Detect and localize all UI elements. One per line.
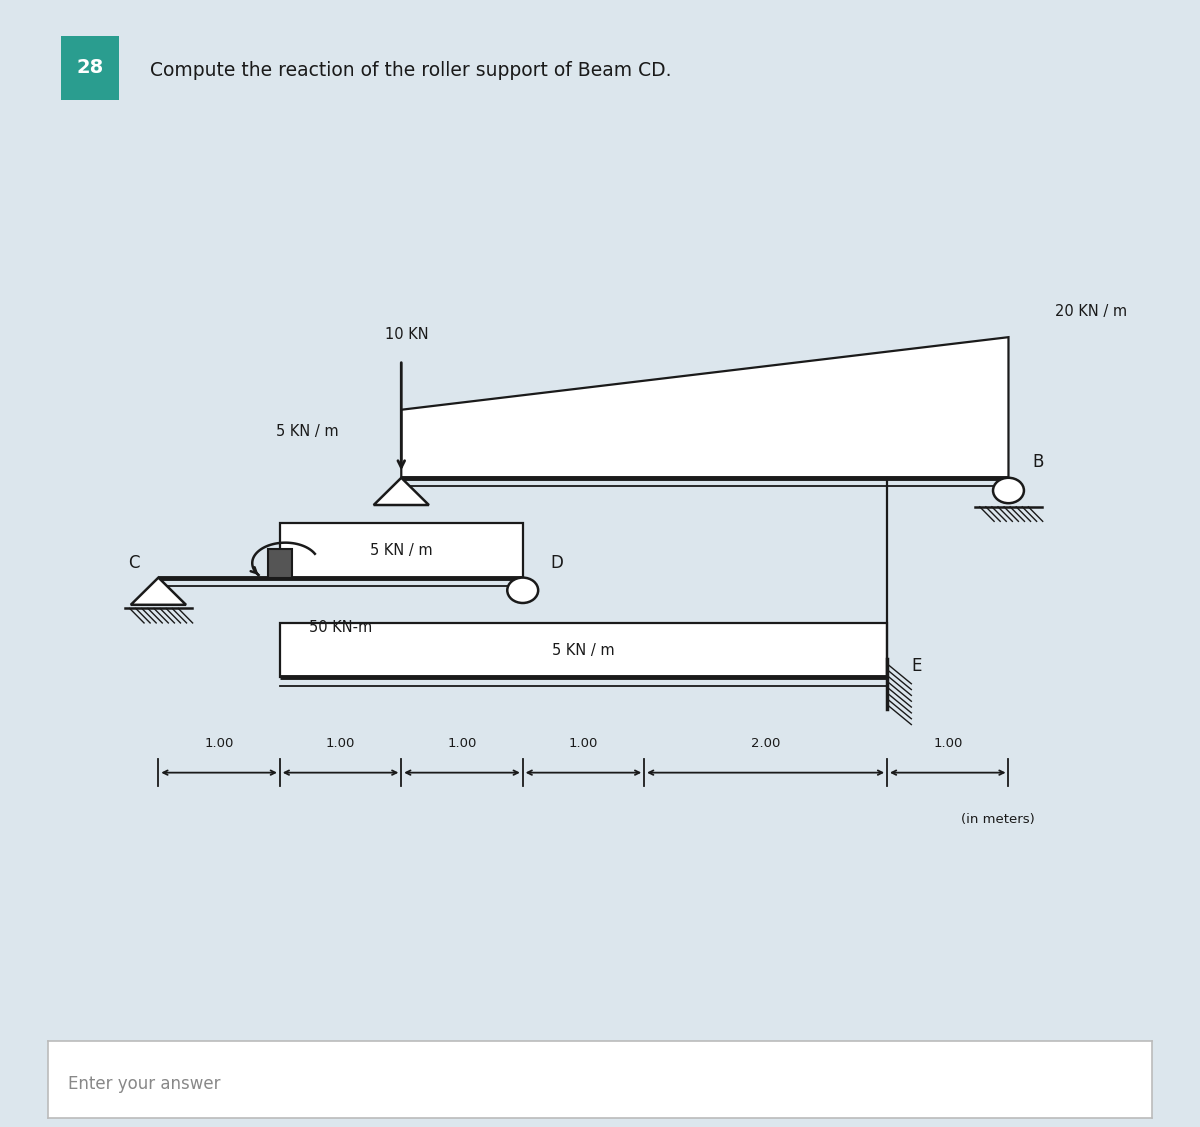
Text: 1.00: 1.00 [569, 737, 598, 749]
Polygon shape [280, 623, 887, 677]
FancyBboxPatch shape [61, 36, 119, 100]
FancyBboxPatch shape [268, 549, 292, 577]
Text: 1.00: 1.00 [934, 737, 962, 749]
Polygon shape [280, 523, 523, 577]
Text: 20 KN / m: 20 KN / m [1055, 304, 1127, 319]
Text: E: E [911, 657, 922, 675]
Text: 5 KN / m: 5 KN / m [552, 642, 614, 658]
Text: 5 KN / m: 5 KN / m [276, 424, 338, 438]
Text: C: C [128, 554, 140, 573]
Text: 2.00: 2.00 [751, 737, 780, 749]
Circle shape [508, 577, 538, 603]
Text: Enter your answer: Enter your answer [68, 1075, 221, 1093]
Text: 50 KN-m: 50 KN-m [308, 620, 372, 635]
Text: 1.00: 1.00 [448, 737, 476, 749]
Text: A: A [390, 487, 402, 505]
Text: 5 KN / m: 5 KN / m [370, 543, 432, 558]
Polygon shape [401, 337, 1008, 478]
Text: B: B [1033, 453, 1044, 471]
Text: 1.00: 1.00 [204, 737, 234, 749]
Circle shape [994, 478, 1024, 503]
Text: (in meters): (in meters) [960, 814, 1034, 826]
Polygon shape [131, 577, 186, 605]
Polygon shape [373, 478, 428, 505]
Text: 1.00: 1.00 [326, 737, 355, 749]
Text: Compute the reaction of the roller support of Beam CD.: Compute the reaction of the roller suppo… [150, 61, 671, 80]
Text: 10 KN: 10 KN [385, 327, 428, 341]
Text: D: D [551, 554, 563, 573]
Text: 28: 28 [77, 59, 103, 78]
